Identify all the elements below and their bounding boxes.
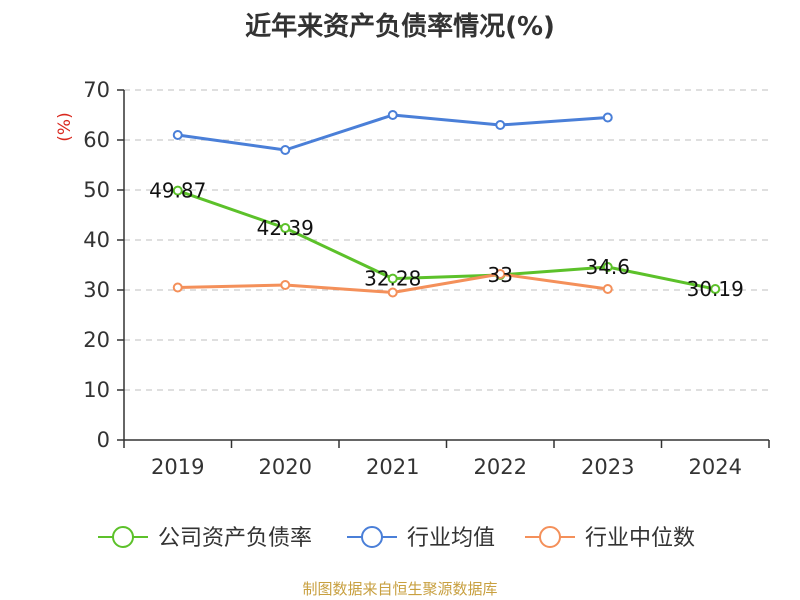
data-label: 33 — [488, 263, 513, 287]
y-tick-label: 30 — [83, 278, 110, 302]
series-point — [280, 145, 291, 155]
legend-marker — [361, 526, 383, 548]
series-layer — [172, 110, 721, 298]
series-point — [387, 273, 398, 284]
legend-label: 公司资产负债率 — [158, 526, 312, 551]
series-point — [172, 185, 183, 196]
legend-marker — [112, 526, 134, 548]
x-tick-label: 2019 — [151, 455, 204, 479]
x-tick-label: 2020 — [259, 455, 312, 479]
gridlines — [124, 89, 769, 391]
y-tick-label: 10 — [83, 378, 110, 402]
series-point — [602, 284, 613, 294]
data-label: 42.39 — [257, 216, 314, 240]
y-tick-label: 50 — [83, 178, 110, 202]
x-tick-label: 2023 — [581, 455, 634, 479]
series-point — [172, 130, 183, 140]
series-point — [602, 112, 613, 123]
source-note: 制图数据来自恒生聚源数据库 — [302, 580, 498, 598]
series-line — [177, 113, 608, 152]
series-point — [280, 280, 291, 290]
series-point — [172, 282, 183, 293]
y-tick-label: 40 — [83, 228, 110, 252]
y-tick-label: 70 — [83, 78, 110, 102]
legend-label: 行业中位数 — [585, 526, 695, 551]
axes: 0 10 20 30 40 50 60 70 2019 2020 2021 2022 2023 2024 (… — [55, 78, 770, 479]
legend-marker — [539, 526, 561, 548]
series-point — [387, 110, 398, 120]
y-tick-label: 60 — [83, 128, 110, 152]
legend: 公司资产负债率 行业均值 行业中位数 — [98, 526, 695, 551]
data-label: 30.19 — [687, 277, 744, 301]
series-line — [177, 189, 716, 291]
y-axis-label: (%) — [55, 112, 75, 141]
series-point — [602, 262, 613, 272]
data-label: 34.6 — [585, 255, 630, 279]
series-point — [280, 223, 291, 234]
data-labels: 49.87 42.39 32.28 33 34.6 30.19 — [149, 179, 744, 301]
y-tick-label: 20 — [83, 328, 110, 352]
x-tick-label: 2021 — [366, 455, 419, 479]
chart-title: 近年来资产负债率情况(%) — [245, 12, 555, 42]
series-point — [387, 287, 398, 298]
legend-label: 行业均值 — [407, 526, 495, 551]
y-tick-label: 0 — [97, 428, 110, 452]
data-label: 49.87 — [149, 179, 206, 203]
x-tick-label: 2024 — [689, 455, 742, 479]
x-tick-label: 2022 — [474, 455, 527, 479]
series-point — [710, 284, 721, 295]
series-point — [495, 120, 506, 130]
data-label: 32.28 — [364, 267, 421, 291]
series-point — [495, 269, 506, 279]
